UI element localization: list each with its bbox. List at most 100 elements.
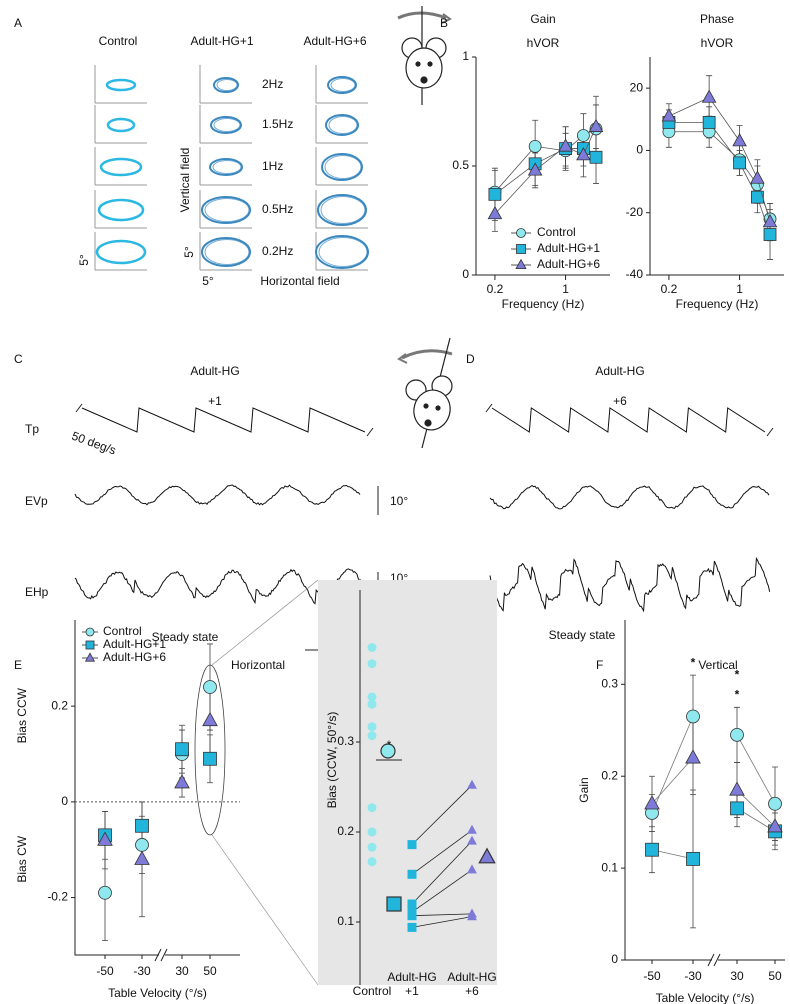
marker [729, 781, 745, 796]
marker [135, 838, 149, 852]
frequency-label: 0.2Hz [262, 244, 293, 258]
x-tick-label: Control [353, 984, 392, 998]
marker [645, 842, 659, 857]
zoom-line [211, 834, 319, 986]
marker [767, 818, 783, 833]
y-axis-label: Bias (CCW, 50°/s) [325, 712, 339, 809]
marker [733, 156, 746, 170]
scale-label: 5° [182, 246, 196, 258]
eye-trace [201, 237, 251, 267]
y-tick-label: 0.3 [601, 676, 618, 690]
legend-marker [85, 640, 95, 650]
y-tick-label: 0.2 [337, 824, 354, 838]
y-tick-label: -40 [626, 267, 644, 281]
significance: * [735, 687, 740, 701]
eye-trace [204, 198, 250, 222]
frequency-label: 1.5Hz [262, 117, 293, 131]
column-title: Control [99, 34, 138, 48]
marker [367, 842, 377, 852]
marker [407, 922, 417, 932]
marker [763, 228, 777, 241]
marker [367, 731, 377, 741]
axis-label: Horizontal field [260, 274, 339, 288]
eye-trace [209, 158, 243, 176]
marker [528, 139, 542, 153]
chart-title: Horizontal [231, 658, 285, 672]
marker [762, 214, 778, 228]
y-tick-label: -20 [626, 205, 644, 219]
marker [576, 147, 591, 161]
y-tick-label: 0.1 [601, 860, 618, 874]
panel-label: A [14, 16, 22, 30]
y-tick-label: 0.1 [337, 914, 354, 928]
x-axis-label: Table Velocity (°/s) [656, 991, 755, 1004]
marker [558, 138, 573, 152]
eye-trace [327, 76, 357, 94]
marker [750, 190, 764, 204]
x-tick-label: 0.2 [661, 282, 678, 296]
marker [367, 803, 377, 813]
pair-line [411, 869, 473, 913]
x-tick-label: 50 [768, 969, 782, 983]
mouse-icon-tilted [397, 337, 453, 449]
eye-trace [324, 155, 362, 179]
pair-line [411, 784, 473, 845]
marker [202, 711, 218, 727]
marker [487, 205, 503, 220]
x-tick-label: Adult-HG [387, 970, 436, 984]
marker [367, 857, 377, 867]
x-tick-label: -30 [684, 969, 702, 983]
marker [588, 118, 604, 132]
legend-label: Adult-HG+6 [537, 257, 600, 271]
scale-label: 5° [77, 254, 91, 266]
break-mark [366, 427, 374, 437]
y-tick-label: 0.2 [601, 768, 618, 782]
y-tick-label: 0.2 [51, 698, 68, 712]
break-mark [75, 403, 83, 413]
trace [489, 556, 771, 613]
caption: Steady state [549, 628, 616, 642]
marker [732, 133, 747, 147]
panel-label: B [440, 16, 448, 30]
marker [467, 911, 477, 921]
caption: Steady state [152, 630, 219, 644]
panel-title: +1 [208, 394, 222, 408]
marker [407, 840, 417, 850]
y-tick-label: 0 [61, 794, 68, 808]
marker [730, 727, 744, 742]
axis [649, 57, 784, 276]
legend-marker [84, 652, 96, 662]
y-tick-label: 0.3 [337, 734, 354, 748]
eye-trace [204, 239, 250, 265]
panel-title: Adult-HG [190, 364, 239, 378]
panel-label: E [14, 658, 22, 672]
x-tick-label: -50 [643, 969, 661, 983]
marker [97, 831, 113, 846]
marker [467, 824, 477, 834]
eye-trace [317, 194, 367, 226]
eye-trace [330, 78, 356, 92]
panel-label: D [466, 352, 475, 366]
x-tick-label: 1 [562, 282, 569, 296]
panel-title: +6 [613, 394, 627, 408]
eye-trace [328, 116, 358, 134]
column-title: Adult-HG+6 [303, 34, 366, 48]
chart-title: Vertical [698, 658, 737, 672]
marker [98, 885, 112, 900]
marker [174, 774, 190, 789]
y-tick-label: 0 [611, 952, 618, 966]
eye-trace [318, 237, 368, 267]
eye-trace [95, 239, 147, 265]
legend-label: Control [103, 624, 142, 638]
marker [685, 749, 701, 764]
marker [661, 108, 677, 122]
trace [81, 407, 366, 433]
y-tick-label: 0.5 [452, 158, 469, 172]
axis-break [154, 948, 162, 962]
x-tick-label: 0.2 [487, 282, 504, 296]
marker [686, 709, 700, 724]
legend-label: Adult-HG+1 [103, 637, 166, 651]
marker [367, 827, 377, 837]
eye-trace [106, 117, 136, 133]
panel-label: C [14, 352, 23, 366]
